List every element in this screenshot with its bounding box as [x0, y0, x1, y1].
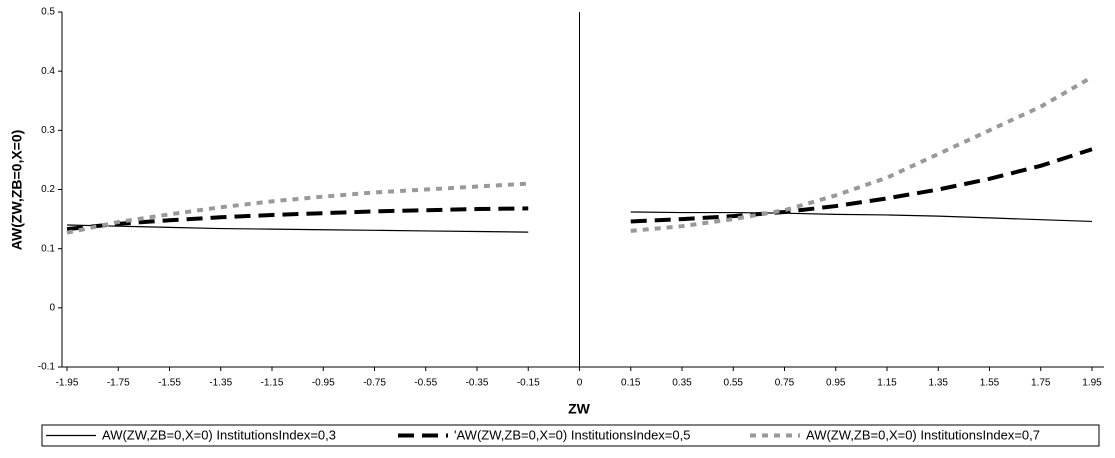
x-tick-label: -0.95: [312, 378, 335, 389]
x-tick-label: 0.15: [621, 378, 641, 389]
x-tick-label: 0.35: [672, 378, 692, 389]
y-tick-label: 0.4: [41, 66, 55, 77]
x-tick-label: -1.75: [107, 378, 130, 389]
series-line: [66, 75, 1093, 235]
x-tick-label: 0.55: [724, 378, 744, 389]
x-tick-label: 0: [577, 378, 583, 389]
y-tick-label: 0.3: [41, 125, 55, 136]
y-tick-label: -0.1: [38, 362, 56, 373]
x-tick-label: 1.35: [929, 378, 949, 389]
x-tick-label: -1.55: [158, 378, 181, 389]
legend-box: [41, 424, 1100, 447]
x-tick-label: -0.15: [517, 378, 540, 389]
x-tick-label: 1.75: [1031, 378, 1051, 389]
series-line: [66, 147, 1093, 232]
x-tick-label: 1.95: [1082, 378, 1102, 389]
x-tick-label: -0.75: [363, 378, 386, 389]
y-tick-label: 0.2: [41, 184, 55, 195]
series-line: [66, 211, 1093, 233]
x-tick-label: -1.15: [261, 378, 284, 389]
legend-text: 'AW(ZW,ZB=0,X=0) InstitutionsIndex=0,5: [454, 427, 690, 442]
x-tick-label: -0.35: [466, 378, 489, 389]
x-axis-title: ZW: [568, 401, 591, 417]
y-tick-label: 0: [49, 302, 55, 313]
legend-text: AW(ZW,ZB=0,X=0) InstitutionsIndex=0,3: [102, 427, 336, 442]
y-axis-title: AW(ZW,ZB=0,X=0): [9, 130, 25, 251]
x-tick-label: -0.55: [414, 378, 437, 389]
x-tick-label: -1.35: [209, 378, 232, 389]
x-tick-label: 0.95: [826, 378, 846, 389]
x-tick-label: 1.15: [877, 378, 897, 389]
x-tick-label: 0.75: [775, 378, 795, 389]
y-tick-label: 0.1: [41, 243, 55, 254]
legend-text: AW(ZW,ZB=0,X=0) InstitutionsIndex=0,7: [806, 427, 1040, 442]
x-tick-label: -1.95: [56, 378, 79, 389]
y-tick-label: 0.5: [41, 7, 55, 18]
x-tick-label: 1.55: [980, 378, 1000, 389]
